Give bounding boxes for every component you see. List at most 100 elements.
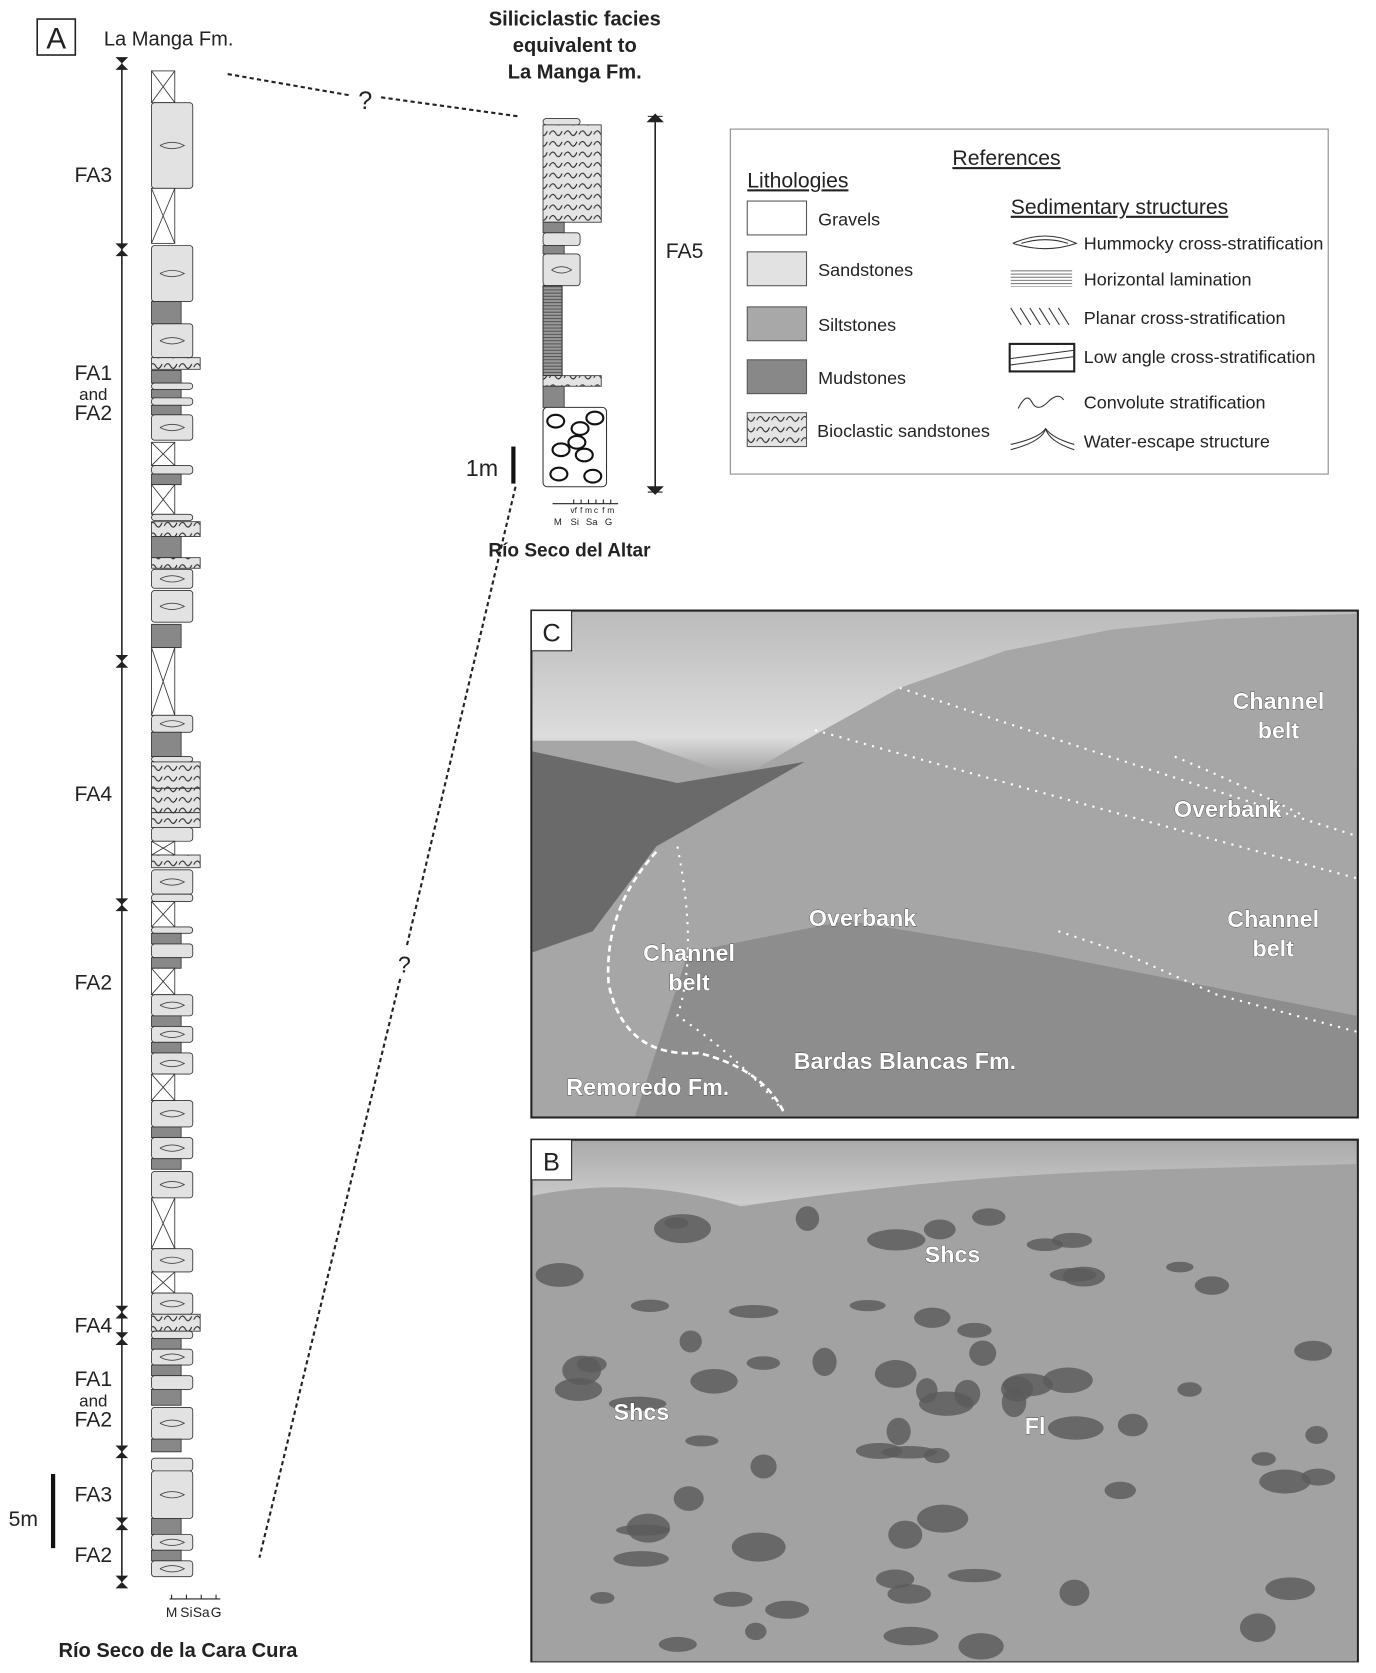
shrub — [729, 1305, 778, 1318]
boundary-arrow — [116, 57, 129, 70]
boundary-arrow — [116, 1517, 129, 1530]
grain-sublabel: vf — [570, 505, 577, 515]
shrub — [919, 1392, 974, 1416]
boundary-arrow — [116, 655, 129, 668]
bed — [151, 788, 200, 812]
grain-label: Sa — [193, 1605, 210, 1620]
shrub — [562, 1356, 601, 1385]
bed — [151, 1534, 192, 1550]
legend-label: Siltstones — [818, 315, 896, 335]
scale-label: 5m — [9, 1508, 38, 1531]
bed — [151, 358, 200, 370]
facies-label: FA5 — [666, 240, 704, 263]
legend-label: Hummocky cross-stratification — [1084, 234, 1324, 254]
bed — [543, 119, 580, 125]
bed — [543, 222, 564, 233]
bed — [151, 383, 192, 389]
bed — [543, 233, 580, 246]
shrub — [1002, 1388, 1027, 1417]
bed — [151, 1349, 192, 1365]
shrub — [875, 1360, 917, 1388]
grain-label: Sa — [586, 517, 598, 528]
bed — [151, 474, 181, 485]
boundary-arrow — [116, 1332, 129, 1345]
photo-annotation: Shcs — [925, 1241, 981, 1267]
bed — [543, 246, 564, 254]
bed — [151, 624, 181, 647]
photo-annotation: Overbank — [809, 905, 916, 931]
bed — [543, 125, 601, 222]
bed — [151, 828, 192, 842]
shrub — [1259, 1470, 1310, 1494]
shrub — [750, 1454, 776, 1478]
section-title: La Manga Fm. — [508, 61, 642, 83]
legend-label: Sandstones — [818, 260, 913, 280]
photo-annotation: Bardas Blancas Fm. — [794, 1048, 1016, 1074]
shrub — [631, 1300, 669, 1312]
shrub — [659, 1637, 697, 1652]
shrub — [1294, 1341, 1332, 1361]
shrub — [1240, 1613, 1276, 1642]
facies-labels: FA3FA1andFA2FA4FA2FA4FA1andFA2FA3FA2 — [74, 164, 112, 1567]
grain-label: G — [211, 1605, 222, 1620]
grain-label: M — [166, 1605, 177, 1620]
grain-sublabel: m — [607, 505, 614, 515]
legend-heading: Lithologies — [747, 169, 848, 192]
legend-label: Horizontal lamination — [1084, 270, 1252, 290]
shrub — [881, 1446, 936, 1459]
bed — [151, 732, 181, 756]
bed — [151, 757, 192, 762]
stratigraphic-column — [543, 119, 606, 487]
shrub — [613, 1551, 668, 1567]
bed — [151, 1331, 192, 1338]
bed — [151, 1127, 181, 1138]
legend-swatch — [747, 201, 806, 235]
bed — [151, 1138, 192, 1159]
shrub — [883, 1627, 938, 1645]
legend-title: References — [952, 147, 1060, 170]
bed — [151, 1053, 192, 1074]
boundary-arrow — [116, 1306, 129, 1319]
facies-label: FA1 — [74, 1368, 112, 1391]
shrub — [887, 1418, 911, 1445]
legend-swatch — [747, 413, 806, 447]
bed — [151, 103, 192, 189]
grain-sublabel: f — [602, 505, 605, 515]
shrub — [924, 1220, 956, 1240]
bed — [151, 590, 192, 622]
shrub — [690, 1369, 737, 1394]
shrub — [1305, 1426, 1328, 1444]
shrub — [1059, 1580, 1089, 1606]
shrub — [1050, 1268, 1097, 1282]
bed — [151, 933, 181, 944]
correlation-mark: ? — [358, 87, 372, 115]
facies-label: FA1 — [74, 362, 112, 385]
shrub — [1048, 1416, 1104, 1439]
stratigraphic-column — [116, 57, 201, 1588]
bed — [151, 894, 192, 901]
shrub — [685, 1435, 718, 1446]
legend-label: Convolute stratification — [1084, 392, 1266, 412]
shrub — [1177, 1382, 1201, 1397]
unit-label: La Manga Fm. — [104, 29, 234, 51]
shrub — [914, 1308, 950, 1328]
facies-label: FA2 — [74, 402, 112, 425]
section-name: Río Seco del Altar — [488, 541, 651, 562]
bed — [151, 415, 192, 440]
shrub — [1195, 1276, 1229, 1295]
shrub — [812, 1348, 836, 1376]
boundary-arrow — [116, 898, 129, 911]
bed — [151, 715, 192, 732]
bed — [543, 386, 564, 407]
shrub — [765, 1601, 809, 1619]
facies-label: FA4 — [74, 783, 112, 806]
legend-symbol — [1011, 270, 1072, 287]
bed — [151, 944, 192, 958]
legend-heading: Sedimentary structures — [1011, 196, 1229, 219]
photo-annotation: Overbank — [1174, 796, 1281, 822]
bed — [151, 466, 192, 474]
bed — [151, 1159, 181, 1170]
bed — [151, 762, 200, 788]
legend-swatch — [747, 252, 806, 286]
shrub — [732, 1533, 786, 1562]
